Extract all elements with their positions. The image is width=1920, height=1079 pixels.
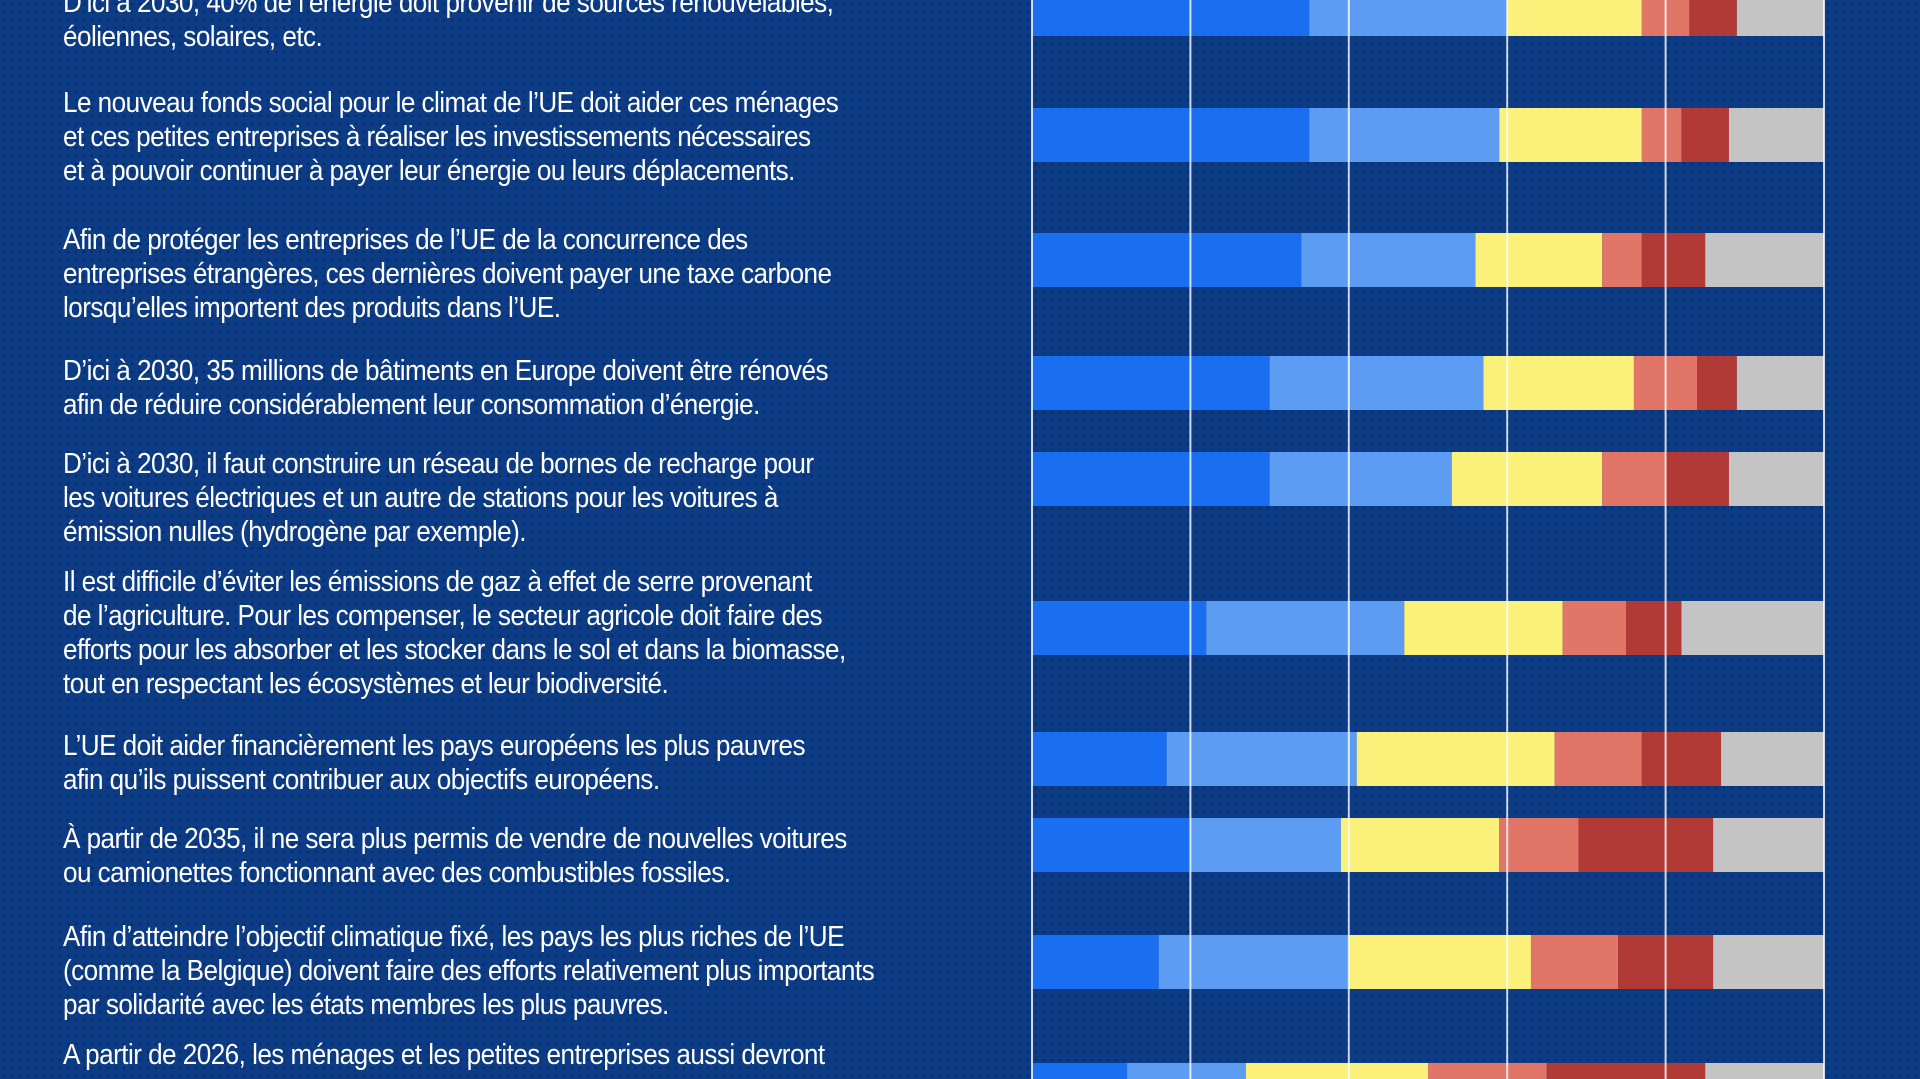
bar-segment-8-3 bbox=[1340, 818, 1500, 872]
bar-segment-8-2 bbox=[1190, 818, 1341, 872]
bar-segment-7-2 bbox=[1166, 732, 1357, 786]
statement-text: D’ici à 2030, il faut construire un rése… bbox=[63, 448, 814, 548]
bar-segment-4-1 bbox=[1032, 356, 1270, 410]
bar-segment-3-2 bbox=[1301, 233, 1476, 287]
bar-segment-8-4 bbox=[1499, 818, 1579, 872]
bar-segment-3-4 bbox=[1602, 233, 1642, 287]
bar-segment-1-3 bbox=[1507, 0, 1642, 36]
bar-segment-3-3 bbox=[1475, 233, 1603, 287]
bar-segment-10-6 bbox=[1705, 1063, 1824, 1079]
bar-segment-4-5 bbox=[1697, 356, 1737, 410]
bar-segment-5-3 bbox=[1451, 452, 1603, 506]
bar-segment-6-5 bbox=[1626, 601, 1682, 655]
bar-segment-6-3 bbox=[1404, 601, 1563, 655]
bar-segment-6-6 bbox=[1681, 601, 1824, 655]
bar-segment-5-5 bbox=[1665, 452, 1729, 506]
bar-segment-10-3 bbox=[1245, 1063, 1428, 1079]
statement-text: À partir de 2035, il ne sera plus permis… bbox=[63, 823, 847, 889]
gridlines-group bbox=[1031, 0, 1825, 1079]
bar-segment-7-1 bbox=[1032, 732, 1167, 786]
bar-segment-1-2 bbox=[1309, 0, 1508, 36]
bar-segment-5-2 bbox=[1269, 452, 1452, 506]
statement-text: Afin d’atteindre l’objectif climatique f… bbox=[63, 921, 875, 1021]
statement-text: A partir de 2026, les ménages et les pet… bbox=[63, 1039, 825, 1071]
bar-segment-1-5 bbox=[1689, 0, 1737, 36]
bar-segment-7-4 bbox=[1554, 732, 1642, 786]
statement-text: Le nouveau fonds social pour le climat d… bbox=[63, 87, 839, 187]
bar-segment-8-6 bbox=[1713, 818, 1824, 872]
bar-segment-10-2 bbox=[1127, 1063, 1246, 1079]
bar-segment-5-4 bbox=[1602, 452, 1666, 506]
bar-segment-10-1 bbox=[1032, 1063, 1128, 1079]
bar-segment-5-1 bbox=[1032, 452, 1270, 506]
bar-segment-10-5 bbox=[1546, 1063, 1706, 1079]
bar-segment-7-3 bbox=[1356, 732, 1555, 786]
bar-segment-2-3 bbox=[1499, 108, 1642, 162]
statement-text: D’ici à 2030, 35 millions de bâtiments e… bbox=[63, 355, 829, 421]
bar-segment-4-3 bbox=[1483, 356, 1634, 410]
bar-segment-7-5 bbox=[1641, 732, 1722, 786]
bar-segment-8-5 bbox=[1578, 818, 1714, 872]
bar-segment-10-4 bbox=[1428, 1063, 1547, 1079]
bar-segment-2-6 bbox=[1728, 108, 1824, 162]
bar-segment-3-1 bbox=[1032, 233, 1302, 287]
bar-segment-3-5 bbox=[1641, 233, 1706, 287]
bar-segment-7-6 bbox=[1721, 732, 1824, 786]
statement-text: L’UE doit aider financièrement les pays … bbox=[63, 730, 806, 796]
statement-text: Il est difficile d’éviter les émissions … bbox=[63, 566, 846, 700]
bar-segment-6-1 bbox=[1032, 601, 1207, 655]
bar-segment-9-6 bbox=[1713, 935, 1824, 989]
bar-segment-5-6 bbox=[1728, 452, 1824, 506]
bar-segment-1-1 bbox=[1032, 0, 1310, 36]
statements-list: D’ici à 2030, 40% de l’énergie doit prov… bbox=[63, 0, 875, 1071]
bars-group bbox=[1032, 0, 1824, 1079]
bar-segment-4-6 bbox=[1736, 356, 1824, 410]
statement-text: Afin de protéger les entreprises de l’UE… bbox=[63, 224, 832, 324]
bar-segment-4-2 bbox=[1269, 356, 1484, 410]
bar-segment-8-1 bbox=[1032, 818, 1191, 872]
bar-segment-2-4 bbox=[1641, 108, 1682, 162]
bar-segment-9-3 bbox=[1348, 935, 1531, 989]
bar-segment-3-6 bbox=[1705, 233, 1824, 287]
statement-text: D’ici à 2030, 40% de l’énergie doit prov… bbox=[63, 0, 834, 53]
bar-segment-9-4 bbox=[1530, 935, 1619, 989]
bar-segment-1-6 bbox=[1736, 0, 1824, 36]
bar-segment-2-2 bbox=[1309, 108, 1500, 162]
bar-segment-9-1 bbox=[1032, 935, 1159, 989]
bar-segment-2-1 bbox=[1032, 108, 1310, 162]
bar-segment-6-4 bbox=[1562, 601, 1626, 655]
bar-segment-9-2 bbox=[1158, 935, 1349, 989]
bar-segment-6-2 bbox=[1206, 601, 1405, 655]
bar-segment-2-5 bbox=[1681, 108, 1729, 162]
